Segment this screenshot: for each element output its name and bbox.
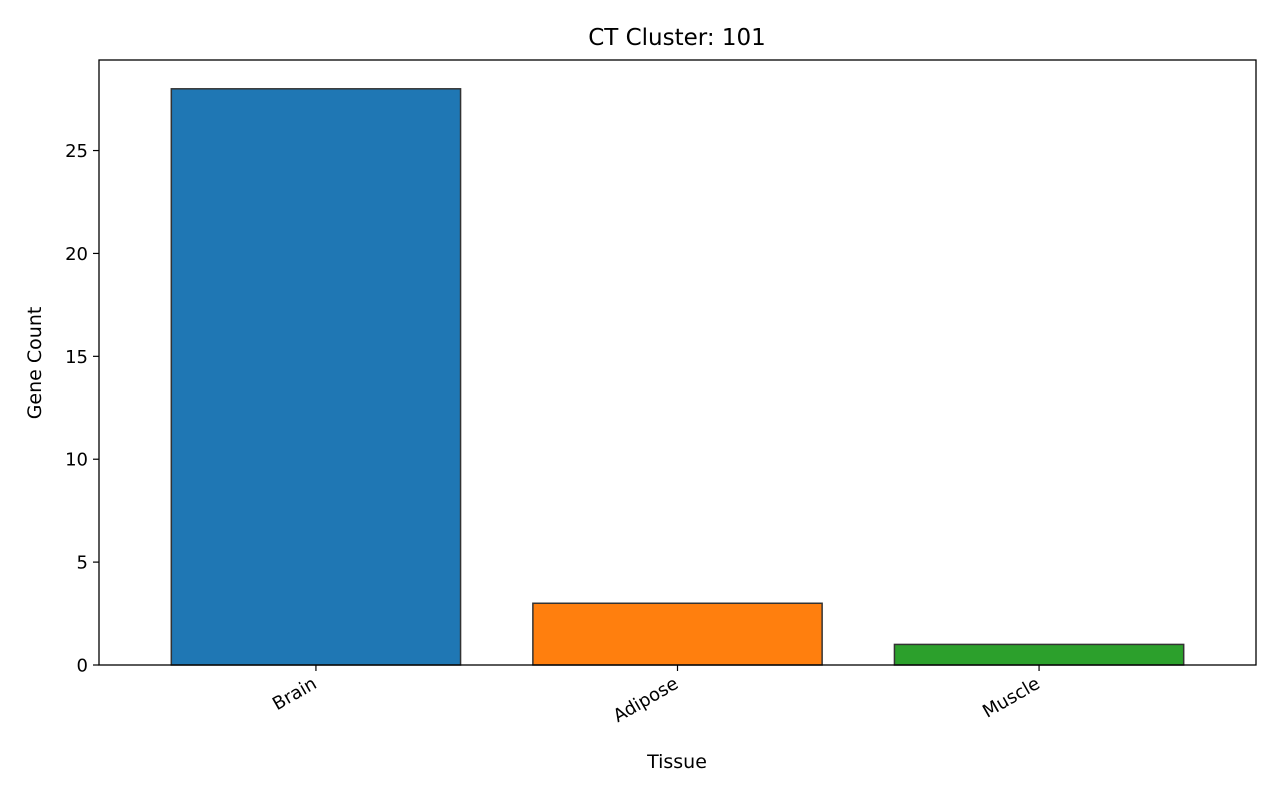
y-tick-label-25: 25 xyxy=(65,141,88,162)
y-tick-label-5: 5 xyxy=(77,553,88,574)
bar-brain xyxy=(170,88,462,666)
y-tick-label-20: 20 xyxy=(65,244,88,265)
chart-title: CT Cluster: 101 xyxy=(588,25,766,51)
axes-frame xyxy=(98,59,1257,666)
y-axis-label: Gene Count xyxy=(24,307,46,420)
y-tick-label-10: 10 xyxy=(65,450,88,471)
y-tick-label-0: 0 xyxy=(77,656,88,677)
y-tick-label-15: 15 xyxy=(65,347,88,368)
bar-muscle xyxy=(893,643,1185,666)
x-axis-label: Tissue xyxy=(646,751,707,773)
bar-adipose xyxy=(532,602,823,666)
